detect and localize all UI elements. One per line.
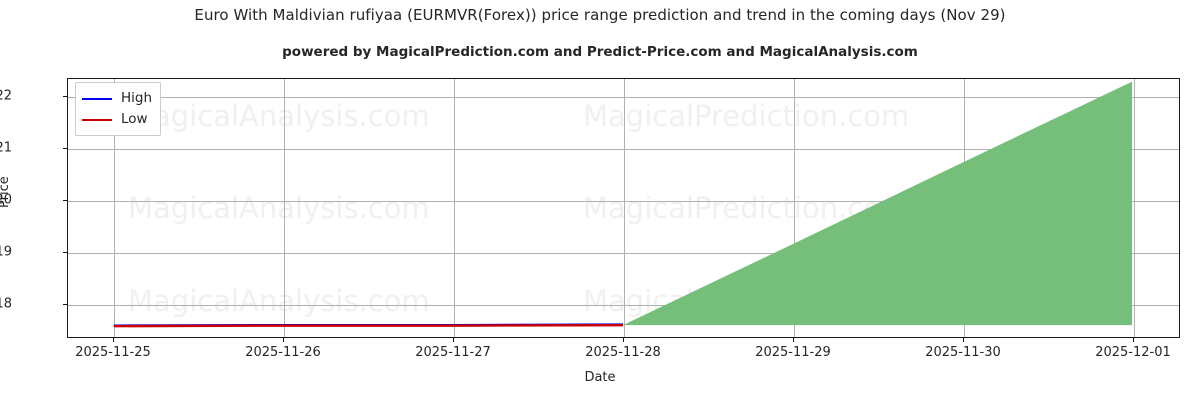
series-layer — [113, 81, 1133, 328]
x-axis-tick-mark — [623, 338, 624, 342]
x-axis-tick-mark — [453, 338, 454, 342]
gridline-horizontal — [68, 305, 1179, 306]
x-axis-tick-mark — [963, 338, 964, 342]
legend-item-low: Low — [82, 109, 152, 130]
gridline-vertical — [284, 79, 285, 337]
gridline-horizontal — [68, 253, 1179, 254]
y-axis-tick-mark — [63, 96, 67, 98]
y-axis-tick-label: 22 — [0, 88, 12, 104]
x-axis-tick-label: 2025-11-28 — [585, 345, 661, 360]
x-axis-tick-mark — [113, 338, 114, 342]
x-axis-tick-label: 2025-11-27 — [415, 345, 491, 360]
y-axis-tick-label: 20 — [0, 192, 12, 208]
gridline-vertical — [114, 79, 115, 337]
chart-title: Euro With Maldivian rufiyaa (EURMVR(Fore… — [194, 6, 1006, 24]
legend-color-swatch — [82, 97, 112, 100]
legend-item-label: Low — [121, 110, 148, 127]
x-axis-label: Date — [584, 370, 616, 385]
y-axis-tick-label: 18 — [0, 296, 12, 312]
x-axis-tick-mark — [283, 338, 284, 342]
x-axis-tick-label: 2025-11-30 — [925, 345, 1001, 360]
legend-item-label: High — [121, 89, 153, 106]
legend-item-high: High — [82, 88, 152, 109]
x-axis-tick-label: 2025-11-26 — [245, 345, 321, 360]
gridline-vertical — [1134, 79, 1135, 337]
y-axis-tick-mark — [63, 304, 67, 306]
gridline-vertical — [624, 79, 625, 337]
legend-color-swatch — [82, 118, 112, 121]
y-axis-tick-mark — [63, 200, 67, 202]
gridline-horizontal — [68, 149, 1179, 150]
gridline-horizontal — [68, 201, 1179, 202]
y-axis-tick-mark — [63, 148, 67, 150]
gridline-vertical — [794, 79, 795, 337]
gridline-vertical — [454, 79, 455, 337]
x-axis-tick-mark — [1133, 338, 1134, 342]
y-axis-tick-label: 21 — [0, 140, 12, 156]
chart-subtitle: powered by MagicalPrediction.com and Pre… — [282, 44, 918, 60]
series-line-low — [113, 323, 624, 328]
gridline-horizontal — [68, 97, 1179, 98]
x-axis-tick-label: 2025-11-25 — [75, 345, 151, 360]
x-axis-tick-mark — [793, 338, 794, 342]
x-axis-tick-label: 2025-12-01 — [1095, 345, 1171, 360]
chart-legend: High Low — [75, 82, 162, 136]
plot-area: MagicalAnalysis.com MagicalPrediction.com… — [67, 78, 1180, 338]
x-axis-tick-label: 2025-11-29 — [755, 345, 831, 360]
forecast-range-area — [623, 81, 1133, 326]
y-axis-tick-mark — [63, 252, 67, 254]
y-axis-tick-label: 19 — [0, 244, 12, 260]
